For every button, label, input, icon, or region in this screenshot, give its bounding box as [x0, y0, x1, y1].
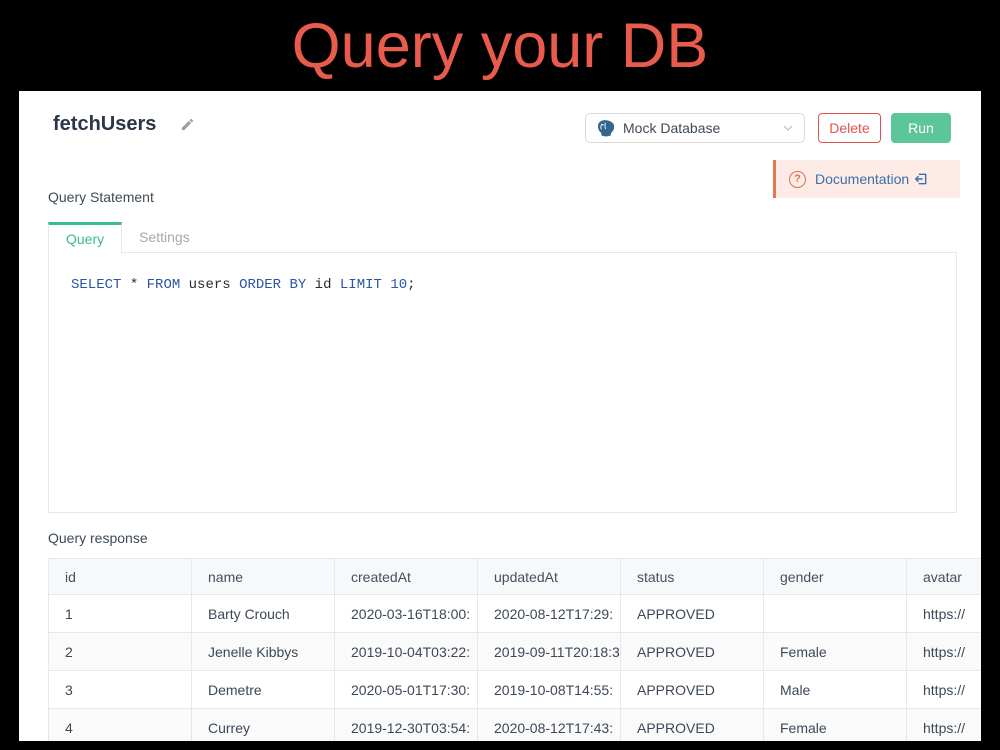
delete-button[interactable]: Delete — [818, 113, 881, 143]
query-statement-label: Query Statement — [48, 189, 154, 205]
sql-token: LIMIT — [339, 277, 382, 293]
column-header-id: id — [48, 558, 192, 595]
response-table-wrap: id name createdAt updatedAt status gender avat… — [48, 558, 981, 741]
table-cell: Female — [763, 632, 907, 671]
sql-token: FROM — [146, 277, 181, 293]
edit-pencil-icon[interactable] — [180, 117, 195, 132]
sql-token: users — [180, 277, 240, 293]
table-cell: Currey — [191, 708, 335, 741]
column-header-gender: gender — [763, 558, 907, 595]
column-header-name: name — [191, 558, 335, 595]
query-response-label: Query response — [48, 530, 148, 546]
page-title: Query your DB — [291, 11, 709, 81]
question-circle-icon: ? — [789, 170, 806, 188]
column-header-status: status — [620, 558, 764, 595]
response-table: id name createdAt updatedAt status gender avat… — [48, 558, 981, 741]
column-header-updatedAt: updatedAt — [477, 558, 621, 595]
query-name: fetchUsers — [53, 113, 157, 135]
table-cell: https:// — [906, 708, 981, 741]
table-cell: Male — [763, 670, 907, 709]
table-cell: 3 — [48, 670, 192, 709]
tab-settings[interactable]: Settings — [139, 228, 190, 245]
table-row: 3 Demetre 2020-05-01T17:30: 2019-10-08T14:5… — [48, 670, 981, 709]
table-cell: APPROVED — [620, 594, 764, 633]
table-cell: APPROVED — [620, 670, 764, 709]
table-row: 1 Barty Crouch 2020-03-16T18:00: 2020-08-12… — [48, 594, 981, 633]
table-cell: APPROVED — [620, 632, 764, 671]
table-header-row: id name createdAt updatedAt status gender avat… — [48, 558, 981, 595]
table-cell: 2019-09-11T20:18:3 — [477, 632, 621, 671]
table-cell: https:// — [906, 632, 981, 671]
chevron-down-icon — [782, 122, 794, 134]
table-cell: 4 — [48, 708, 192, 741]
sql-token: 10 — [390, 277, 408, 293]
table-cell: 2020-03-16T18:00: — [334, 594, 478, 633]
table-cell: 2020-05-01T17:30: — [334, 670, 478, 709]
sql-code: SELECT * FROM users ORDER BY id LIMIT 10… — [71, 277, 416, 293]
query-editor-panel: fetchUsers Mock Database Delete Run ? — [19, 91, 981, 741]
table-cell: 2019-10-04T03:22: — [334, 632, 478, 671]
column-header-createdAt: createdAt — [334, 558, 478, 595]
sql-token: id — [306, 277, 340, 293]
table-cell: 2020-08-12T17:43: — [477, 708, 621, 741]
postgresql-icon — [596, 119, 614, 137]
sql-token: * — [121, 277, 147, 293]
table-cell: https:// — [906, 670, 981, 709]
table-cell: 1 — [48, 594, 192, 633]
sql-token: ; — [407, 277, 416, 293]
table-cell: Jenelle Kibbys — [191, 632, 335, 671]
table-cell: Demetre — [191, 670, 335, 709]
column-header-avatar: avatar — [906, 558, 981, 595]
documentation-link[interactable]: Documentation — [815, 171, 928, 187]
table-cell: Barty Crouch — [191, 594, 335, 633]
external-link-icon — [914, 172, 928, 186]
table-cell: 2019-12-30T03:54: — [334, 708, 478, 741]
sql-token: ORDER BY — [239, 277, 307, 293]
sql-editor[interactable]: SELECT * FROM users ORDER BY id LIMIT 10… — [48, 253, 957, 513]
table-row: 4 Currey 2019-12-30T03:54: 2020-08-12T17:43… — [48, 708, 981, 741]
table-cell: 2019-10-08T14:55: — [477, 670, 621, 709]
table-cell — [763, 594, 907, 633]
resource-select-value: Mock Database — [623, 120, 721, 136]
table-cell: https:// — [906, 594, 981, 633]
table-cell: 2020-08-12T17:29: — [477, 594, 621, 633]
query-name-row: fetchUsers — [53, 113, 195, 136]
table-cell: APPROVED — [620, 708, 764, 741]
sql-token: SELECT — [71, 277, 122, 293]
table-row: 2 Jenelle Kibbys 2019-10-04T03:22: 2019-09-… — [48, 632, 981, 671]
run-button[interactable]: Run — [891, 113, 951, 143]
documentation-link-label: Documentation — [815, 171, 910, 187]
table-cell: Female — [763, 708, 907, 741]
resource-select[interactable]: Mock Database — [585, 113, 805, 143]
documentation-banner: ? Documentation — [773, 160, 960, 198]
table-cell: 2 — [48, 632, 192, 671]
editor-tabs: Query Settings — [48, 221, 957, 253]
tab-query[interactable]: Query — [48, 222, 123, 253]
